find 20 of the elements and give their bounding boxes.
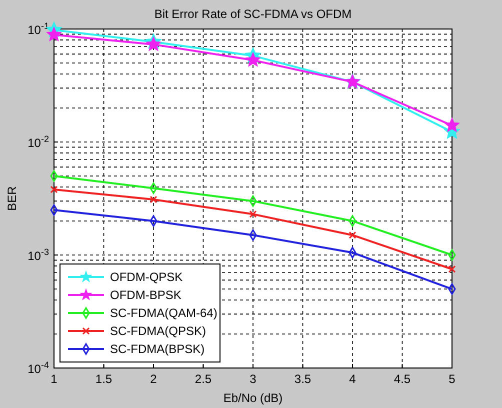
legend-label: SC-FDMA(QPSK) [110, 324, 206, 338]
legend-label: OFDM-QPSK [110, 270, 183, 284]
x-tick-label: 4 [349, 372, 356, 386]
legend-label: SC-FDMA(QAM-64) [110, 306, 218, 320]
x-tick-label: 2.5 [194, 372, 212, 386]
y-tick-label: 10$^{-4}$ [28, 360, 49, 376]
y-axis-title: BER [5, 186, 19, 211]
legend-label: SC-FDMA(BPSK) [110, 342, 205, 356]
x-tick-label: 4.5 [394, 372, 411, 386]
chart-title: Bit Error Rate of SC-FDMA vs OFDM [154, 7, 352, 21]
y-tick-label: 10$^{-3}$ [28, 247, 49, 263]
x-tick-label: 2 [150, 372, 158, 386]
x-tick-label: 3 [250, 372, 257, 386]
x-tick-label: 1.5 [95, 372, 112, 386]
legend-label: OFDM-BPSK [110, 288, 182, 302]
x-tick-label: 5 [448, 372, 456, 386]
x-tick-label: 1 [50, 372, 58, 386]
y-tick-label: 10$^{-2}$ [28, 134, 49, 150]
x-tick-label: 3.5 [294, 372, 312, 386]
x-axis-title: Eb/No (dB) [223, 391, 283, 405]
